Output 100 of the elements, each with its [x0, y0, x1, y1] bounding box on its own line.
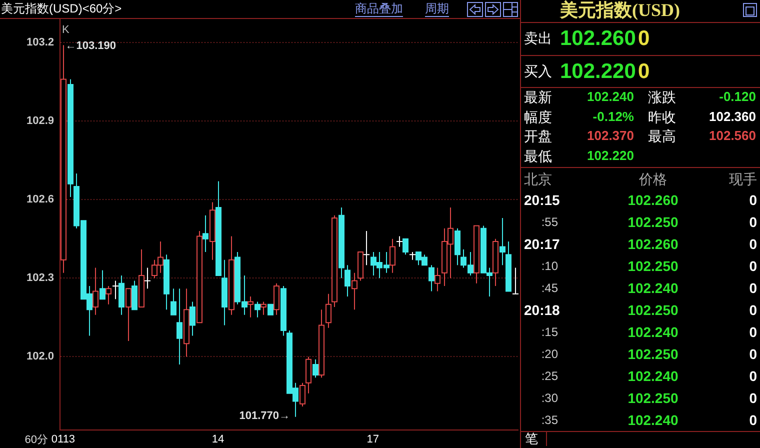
candlestick — [254, 301, 260, 318]
candlestick — [126, 288, 132, 342]
text: :10 — [541, 259, 558, 274]
text: :20 — [541, 347, 558, 362]
text: 涨跌 — [648, 89, 676, 106]
text: 102.370 — [587, 128, 634, 144]
x-axis-title: 60分 — [24, 434, 48, 446]
x-tick-label: 0113 — [51, 434, 76, 446]
candlestick — [248, 296, 254, 318]
candlestick — [390, 238, 396, 274]
candlestick — [274, 282, 280, 316]
candlestick — [300, 382, 306, 407]
candlestick — [92, 267, 98, 316]
text: 0 — [749, 258, 757, 274]
text: 买入 — [524, 63, 552, 80]
text: 最新 — [524, 89, 552, 106]
text: 卖出 — [524, 30, 552, 46]
text: :30 — [541, 391, 558, 406]
text: 102.240 — [626, 412, 680, 428]
text: 幅度 — [524, 109, 552, 126]
text: 20:17 — [524, 236, 560, 252]
candlestick — [454, 228, 460, 266]
text: 0 — [749, 302, 757, 318]
candlestick — [512, 267, 519, 294]
candlestick — [326, 293, 332, 328]
text: 0 — [749, 280, 757, 296]
candlestick — [112, 280, 119, 300]
text: 102.260 — [560, 27, 636, 50]
text: 20:15 — [524, 192, 560, 208]
text: :25 — [541, 369, 558, 384]
candlestick — [344, 264, 350, 297]
text: -0.120 — [719, 89, 756, 104]
text: 102.250 — [626, 346, 680, 362]
candlestick — [170, 288, 176, 316]
candlestick — [144, 267, 151, 290]
candlestick — [190, 301, 196, 336]
text: 价格 — [638, 171, 668, 188]
y-tick-label: 103.2 — [26, 36, 54, 49]
candlestick — [402, 238, 408, 256]
candlestick — [352, 272, 358, 310]
candlestick — [409, 251, 416, 260]
annotation: 101.770→ — [239, 410, 290, 422]
text: 最低 — [524, 148, 552, 164]
candlestick — [132, 280, 138, 310]
text: 102.240 — [626, 368, 680, 384]
y-tick-label: 102.6 — [26, 194, 54, 206]
text: :15 — [541, 325, 558, 340]
y-tick-label: 102.9 — [26, 115, 54, 128]
text: 102.260 — [626, 236, 680, 252]
text: 102.560 — [709, 128, 756, 144]
text: 102.220 — [560, 60, 636, 84]
text: 昨收 — [648, 109, 676, 126]
text: :35 — [541, 413, 558, 428]
candlestick — [118, 275, 124, 316]
text: 20:18 — [524, 302, 560, 318]
annotation: K — [62, 24, 70, 36]
text: 102.250 — [626, 258, 680, 274]
y-tick-label: 102.3 — [26, 272, 54, 284]
text: 102.240 — [626, 324, 680, 340]
x-tick-label: 14 — [212, 434, 224, 446]
text: 最高 — [648, 128, 676, 144]
text: 0 — [749, 346, 757, 362]
text: 102.240 — [587, 89, 634, 104]
text: 0 — [749, 368, 757, 384]
text: 0 — [749, 214, 757, 230]
candlestick — [363, 230, 370, 266]
text: 0 — [749, 192, 757, 208]
text: 美元指数(USD) — [560, 0, 680, 21]
text: 102.240 — [626, 280, 680, 296]
text: 0 — [638, 27, 650, 50]
candlestick — [312, 358, 318, 378]
y-tick-label: 102.0 — [26, 350, 54, 363]
text: :45 — [541, 281, 558, 296]
text: 北京 — [524, 171, 552, 188]
candlestick — [106, 286, 112, 305]
annotation: ←103.190 — [65, 40, 116, 52]
text: :55 — [541, 215, 558, 230]
text: 102.250 — [626, 214, 680, 230]
text: -0.12% — [592, 109, 634, 124]
text: 0 — [749, 236, 757, 252]
text: 102.360 — [709, 109, 756, 124]
text: 0 — [749, 412, 757, 428]
candlestick — [202, 214, 208, 252]
candlestick — [176, 288, 182, 366]
candlestick — [100, 270, 106, 300]
candlestick — [434, 267, 440, 292]
candlestick — [260, 301, 266, 316]
text: 102.250 — [626, 390, 680, 406]
x-tick-label: 17 — [366, 434, 379, 446]
candlestick — [268, 304, 274, 316]
text: 商品叠加 — [355, 1, 403, 16]
text: 0 — [638, 60, 650, 84]
text: 102.220 — [587, 148, 634, 164]
text: 现手 — [729, 171, 757, 188]
text: 102.260 — [626, 192, 680, 208]
text: 0 — [749, 324, 757, 340]
text: 102.250 — [626, 302, 680, 318]
candlestick — [500, 217, 506, 266]
text: 笔 — [524, 431, 547, 446]
candlestick — [396, 236, 403, 248]
